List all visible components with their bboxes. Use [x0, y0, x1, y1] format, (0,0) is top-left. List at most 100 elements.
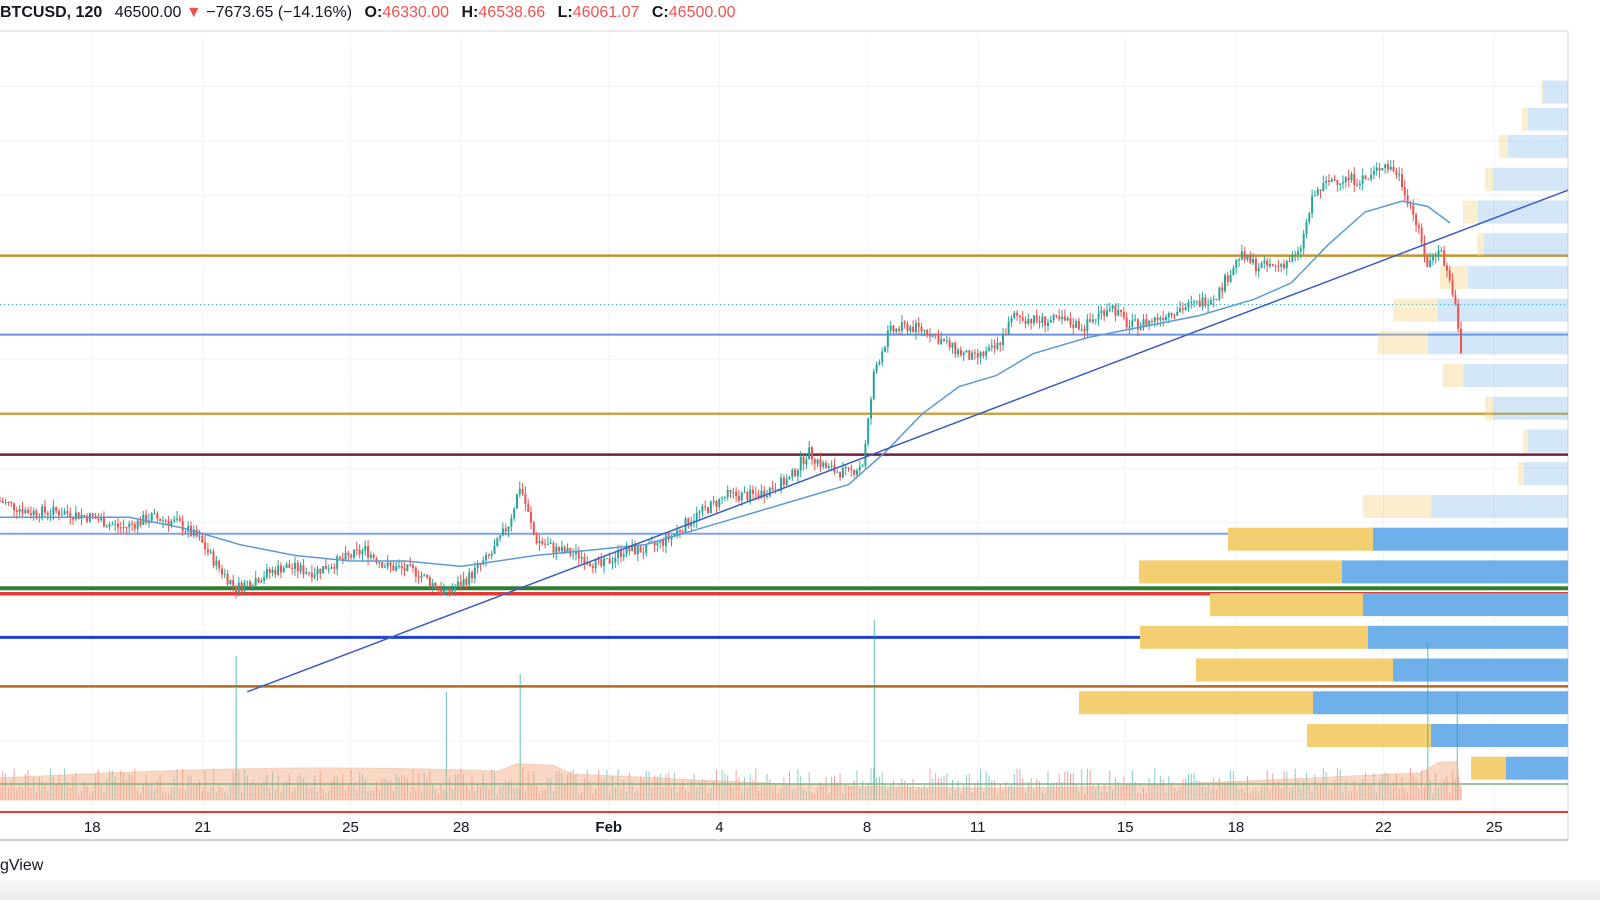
candle-body — [892, 325, 895, 332]
candle-body — [900, 322, 903, 331]
candle-body — [1392, 166, 1395, 172]
candle-body — [1198, 300, 1201, 307]
candle-body — [1460, 328, 1463, 354]
candle-body — [1083, 328, 1086, 332]
candle-body — [406, 564, 409, 571]
candle-body — [1243, 251, 1246, 260]
candle-body — [1145, 319, 1148, 326]
trendline[interactable] — [246, 189, 1569, 693]
candle-body — [338, 556, 341, 559]
candle-body — [530, 511, 533, 523]
candle-body — [1299, 248, 1302, 252]
x-tick-label: 18 — [84, 819, 101, 836]
candle-body — [853, 469, 856, 475]
vp-up-bar — [1541, 80, 1543, 104]
candle-body — [968, 350, 971, 360]
candle-body — [291, 568, 294, 570]
candle-body — [66, 511, 69, 514]
candle-body — [479, 564, 482, 566]
candle-body — [1089, 319, 1092, 322]
candle-body — [1021, 317, 1024, 321]
x-tick-label: 18 — [1228, 819, 1245, 836]
candle-body — [389, 562, 392, 566]
candle-body — [1018, 315, 1021, 318]
candle-body — [254, 578, 257, 586]
candle-body — [448, 587, 451, 593]
candle-body — [1226, 275, 1229, 282]
candle-body — [898, 328, 901, 331]
candle-body — [990, 345, 993, 348]
candle-body — [763, 490, 766, 497]
candle-body — [35, 510, 38, 517]
high-label: H: — [461, 4, 479, 21]
chart-grid — [0, 30, 1569, 841]
candle-body — [1260, 263, 1263, 268]
candle-body — [594, 558, 597, 569]
candle-body — [839, 471, 842, 478]
candle-body — [128, 523, 131, 528]
candle-body — [673, 533, 676, 537]
volume-ma-area — [0, 761, 1462, 801]
candle-body — [782, 477, 785, 486]
candle-body — [29, 513, 32, 516]
candle-body — [670, 536, 673, 540]
vp-up-bar — [1485, 167, 1493, 191]
time-axis[interactable]: 18 21 25 28 Feb 4 8 11 15 18 22 25 — [84, 819, 1503, 836]
vp-up-bar — [1139, 560, 1342, 584]
candle-body — [810, 447, 813, 460]
candle-body — [751, 489, 754, 494]
candle-body — [544, 543, 547, 545]
candle-body — [274, 569, 277, 575]
candle-body — [1330, 179, 1333, 182]
candle-body — [1153, 317, 1156, 322]
x-tick-label: 4 — [715, 819, 723, 836]
candle-body — [608, 558, 611, 564]
candle-body — [1094, 319, 1097, 321]
candle-body — [1063, 316, 1066, 321]
candle-body — [456, 581, 459, 588]
candle-body — [1195, 300, 1198, 302]
candle-body — [903, 322, 906, 325]
candle-body — [695, 512, 698, 521]
candle-body — [1381, 168, 1384, 171]
candle-body — [572, 554, 575, 556]
symbol-label[interactable]: BTCUSD, 120 — [0, 4, 103, 21]
candle-body — [816, 459, 819, 464]
candle-body — [1235, 259, 1238, 268]
candle-body — [1134, 319, 1137, 321]
x-tick-label: 8 — [863, 819, 871, 836]
candle-body — [1046, 322, 1049, 326]
volume-pane — [0, 620, 1568, 813]
candle-body — [1221, 287, 1224, 292]
candle-body — [580, 557, 583, 559]
candle-body — [574, 550, 577, 555]
candle-body — [1266, 260, 1269, 267]
candle-body — [521, 488, 524, 494]
candle-body — [1412, 205, 1415, 215]
candle-body — [987, 347, 990, 351]
candle-body — [619, 550, 622, 557]
candle-body — [1187, 302, 1190, 308]
candle-body — [1249, 254, 1252, 263]
candle-body — [403, 568, 406, 571]
candle-body — [698, 511, 701, 513]
candle-body — [1212, 299, 1215, 301]
candle-body — [288, 564, 291, 569]
vp-up-bar — [1463, 200, 1478, 224]
vp-down-bar — [1506, 756, 1568, 780]
candle-body — [122, 527, 125, 529]
candle-body — [493, 545, 496, 554]
candle-body — [957, 349, 960, 355]
candle-body — [701, 506, 704, 512]
candle-body — [358, 549, 361, 555]
candle-body — [524, 493, 527, 505]
candle-body — [21, 509, 24, 514]
candle-body — [1364, 175, 1367, 179]
candle-body — [1423, 242, 1426, 257]
x-tick-label: 11 — [970, 819, 986, 836]
candle-body — [757, 494, 760, 499]
candle-body — [617, 550, 620, 558]
candle-body — [889, 325, 892, 331]
candle-body — [344, 552, 347, 560]
